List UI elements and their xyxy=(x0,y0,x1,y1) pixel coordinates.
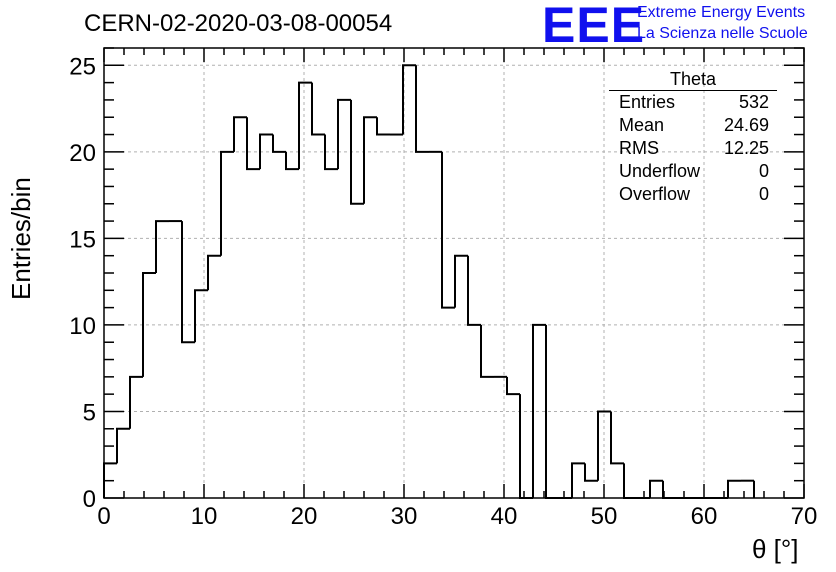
histogram-bin xyxy=(506,376,520,396)
histogram-bin xyxy=(610,411,624,465)
tick-labels: 0 10 20 30 40 50 60 70 0 5 10 15 20 25 xyxy=(69,53,817,530)
histogram-bin xyxy=(259,133,273,170)
histogram-bin xyxy=(233,116,247,152)
histogram-bin xyxy=(311,82,325,136)
histogram-bin xyxy=(246,117,260,171)
x-tick-label: 40 xyxy=(491,503,518,530)
stats-value: 0 xyxy=(758,161,769,181)
chart-title: CERN-02-2020-03-08-00054 xyxy=(84,10,393,37)
x-tick-label: 0 xyxy=(97,503,110,530)
y-tick-label: 25 xyxy=(69,53,96,80)
histogram-bin xyxy=(337,98,351,170)
histogram-bin xyxy=(623,463,637,499)
histogram-bin xyxy=(402,64,416,135)
x-tick-label: 30 xyxy=(391,503,418,530)
y-tick-label: 20 xyxy=(69,140,96,167)
histogram-bin xyxy=(662,480,676,499)
stats-label: RMS xyxy=(619,138,659,158)
histogram-bin xyxy=(194,289,208,343)
histogram-bin xyxy=(376,117,390,136)
histogram-bin xyxy=(142,272,156,377)
stats-label: Underflow xyxy=(619,161,701,181)
stats-label: Mean xyxy=(619,115,665,135)
axis-ticks xyxy=(103,47,805,499)
histogram-bin xyxy=(727,479,741,498)
y-tick-label: 10 xyxy=(69,313,96,340)
histogram-bin xyxy=(519,394,533,499)
histogram-bin xyxy=(597,410,611,481)
histogram-bin xyxy=(207,254,221,291)
histogram-bin xyxy=(181,221,195,344)
histogram-bin xyxy=(324,134,338,171)
stats-box: Theta Entries 532 Mean 24.69 RMS 12.25 U… xyxy=(609,69,777,206)
stats-value: 0 xyxy=(758,184,769,204)
histogram-bin xyxy=(480,324,494,378)
stats-row-mean: Mean 24.69 xyxy=(609,114,777,137)
x-tick-label: 60 xyxy=(691,503,718,530)
stats-row-underflow: Underflow 0 xyxy=(609,160,777,183)
histogram-bin xyxy=(545,324,559,499)
histogram-bin xyxy=(532,323,546,498)
histogram-bin xyxy=(584,463,598,482)
stats-row-rms: RMS 12.25 xyxy=(609,137,777,160)
stats-row-overflow: Overflow 0 xyxy=(609,183,777,206)
logo-text-line2: La Scienza nelle Scuole xyxy=(637,25,808,42)
histogram-bin xyxy=(272,134,286,153)
histogram-bin xyxy=(350,99,364,205)
histogram-bin xyxy=(454,254,468,308)
histogram-bin xyxy=(441,151,455,309)
x-tick-label: 10 xyxy=(191,503,218,530)
histogram-bin xyxy=(571,462,585,498)
logo-text-line1: Extreme Energy Events xyxy=(637,4,806,21)
y-tick-label: 0 xyxy=(83,486,96,513)
eee-logo-mark: EEE xyxy=(542,0,646,53)
histogram-bin xyxy=(467,255,481,326)
y-tick-label: 15 xyxy=(69,226,96,253)
x-tick-label: 50 xyxy=(591,503,618,530)
stats-value: 532 xyxy=(738,92,769,112)
histogram-bin xyxy=(220,150,234,256)
stats-label: Entries xyxy=(619,92,676,112)
x-tick-label: 20 xyxy=(291,503,318,530)
histogram-bin xyxy=(285,151,299,171)
x-axis-label: θ [°] xyxy=(752,534,799,564)
stats-label: Overflow xyxy=(619,184,691,204)
histogram-bin xyxy=(298,81,312,170)
histogram-bin xyxy=(363,116,377,204)
stats-value: 24.69 xyxy=(723,115,769,135)
x-tick-label: 70 xyxy=(791,503,818,530)
histogram-bin xyxy=(129,375,143,429)
histogram-bin xyxy=(116,427,130,464)
y-axis-label: Entries/bin xyxy=(6,177,36,300)
y-tick-label: 5 xyxy=(83,399,96,426)
histogram-bin xyxy=(415,65,429,153)
stats-row-entries: Entries 532 xyxy=(609,91,777,114)
histogram-bin xyxy=(155,220,169,273)
histogram-bin xyxy=(649,479,663,498)
stats-box-title: Theta xyxy=(609,69,777,91)
stats-value: 12.25 xyxy=(723,138,769,158)
